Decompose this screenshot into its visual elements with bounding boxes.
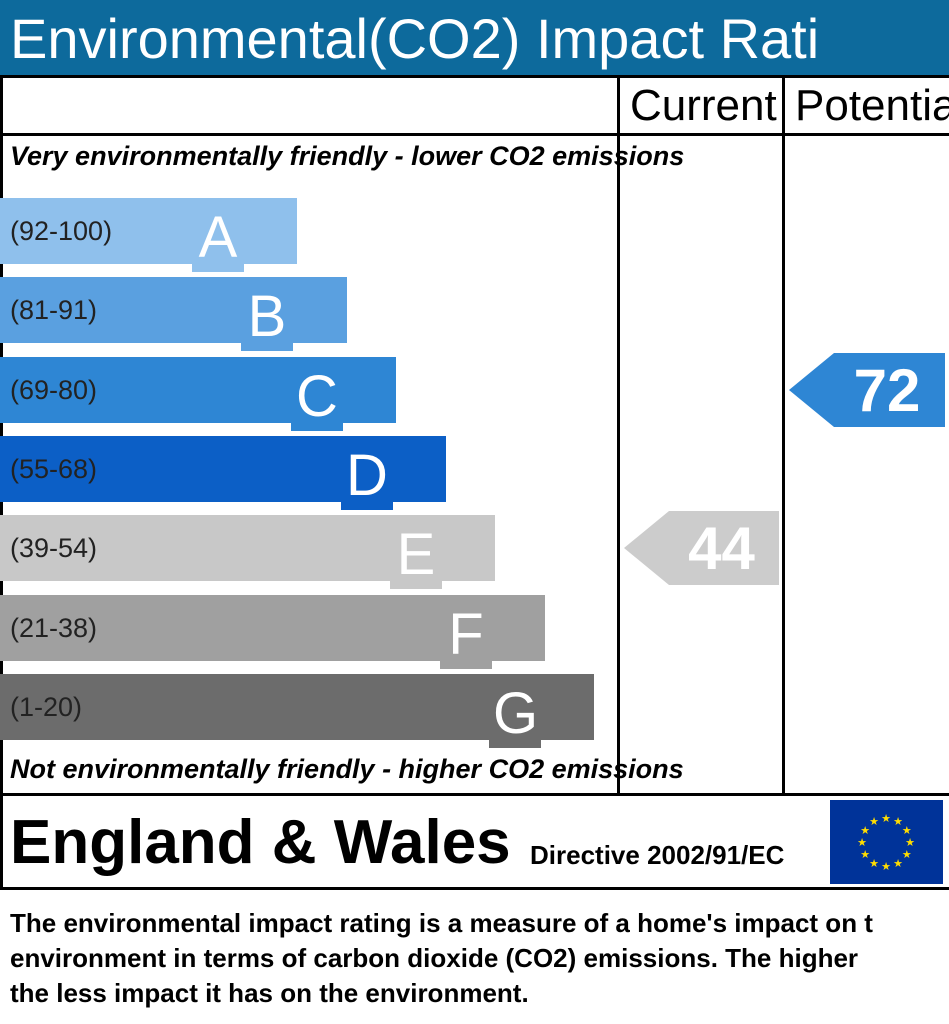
potential-rating-arrow-value: 72 (853, 356, 921, 424)
footer-top-divider (0, 793, 949, 796)
description-line: environment in terms of carbon dioxide (… (10, 943, 859, 973)
rating-bar-range: (39-54) (10, 533, 98, 563)
description: The environmental impact rating is a mea… (10, 906, 949, 1011)
table-bottom-border (0, 887, 949, 890)
potential-rating-arrow: 72 (789, 353, 945, 427)
current-rating-arrow-value: 44 (688, 514, 755, 582)
rating-bar-range: (92-100) (10, 216, 113, 246)
description-line: the less impact it has on the environmen… (10, 978, 529, 1008)
rating-bar-letter: B (241, 279, 293, 351)
rating-bar-c: (69-80) C (0, 357, 396, 431)
rating-bar-d: (55-68) D (0, 436, 446, 510)
eu-flag-icon: ★ ★ ★ ★ ★ ★ ★ ★ ★ ★ ★ ★ (830, 800, 943, 884)
current-rating-arrow: 44 (624, 511, 779, 585)
directive-label: Directive 2002/91/EC (530, 840, 785, 870)
rating-bar-letter: F (440, 597, 492, 669)
rating-bar-range: (69-80) (10, 375, 98, 405)
svg-text:★: ★ (860, 849, 870, 861)
svg-text:★: ★ (881, 813, 891, 825)
rating-bar-range: (81-91) (10, 295, 98, 325)
svg-text:★: ★ (893, 816, 903, 828)
description-line: The environmental impact rating is a mea… (10, 908, 873, 938)
rating-bar-b: (81-91) B (0, 277, 347, 351)
svg-text:★: ★ (905, 837, 915, 849)
rating-bar-a: (92-100) A (0, 198, 297, 272)
potential-column-divider (782, 75, 785, 795)
svg-text:★: ★ (902, 825, 912, 837)
rating-bar-e: (39-54) E (0, 515, 495, 589)
rating-bar-letter: D (341, 438, 393, 510)
header-row-divider (0, 133, 949, 136)
svg-text:★: ★ (860, 825, 870, 837)
rating-bar-letter: C (291, 359, 343, 431)
rating-bar-range: (55-68) (10, 454, 98, 484)
svg-text:★: ★ (869, 858, 879, 870)
svg-text:★: ★ (902, 849, 912, 861)
rating-bar-f: (21-38) F (0, 595, 545, 669)
current-column-divider (617, 75, 620, 795)
chart-header: Environmental(CO2) Impact Rati (0, 0, 949, 75)
svg-text:★: ★ (869, 816, 879, 828)
svg-text:★: ★ (857, 837, 867, 849)
rating-bar-letter: E (390, 517, 442, 589)
potential-column-header: Potentia (795, 81, 949, 130)
band-top-text: Very environmentally friendly - lower CO… (10, 141, 685, 171)
rating-bar-g: (1-20) G (0, 674, 594, 748)
band-bottom-text: Not environmentally friendly - higher CO… (10, 754, 684, 784)
svg-text:★: ★ (881, 861, 891, 873)
rating-bar-range: (1-20) (10, 692, 83, 722)
rating-bar-letter: A (192, 200, 244, 272)
chart-title: Environmental(CO2) Impact Rati (10, 7, 820, 70)
svg-text:★: ★ (893, 858, 903, 870)
rating-bar-letter: G (489, 676, 541, 748)
rating-bar-range: (21-38) (10, 613, 98, 643)
current-column-header: Current (630, 81, 777, 130)
region-label: England & Wales (10, 808, 511, 877)
table-top-border (0, 75, 949, 78)
